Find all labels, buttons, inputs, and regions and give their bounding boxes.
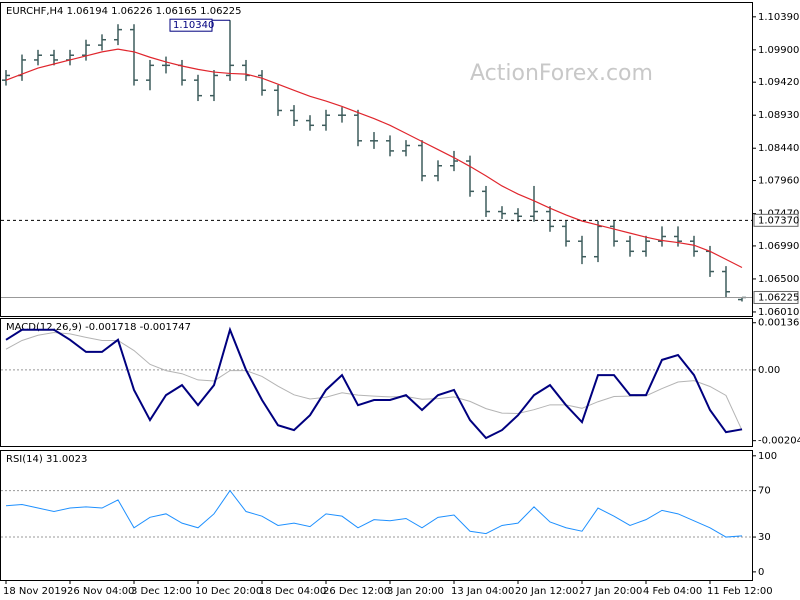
y-tick-label: 1.08440	[758, 143, 799, 154]
annotation-label: 1.10340	[173, 20, 214, 31]
y-tick-label: 0.001363	[758, 318, 800, 329]
y-tick-label: 1.09900	[758, 45, 799, 56]
x-tick-label: 18 Dec 04:00	[259, 586, 326, 597]
panel-title: RSI(14) 31.0023	[6, 454, 87, 465]
watermark: ActionForex.com	[470, 61, 653, 86]
y-tick-label: 100	[758, 451, 777, 462]
price-label: 1.07370	[758, 215, 799, 226]
x-tick-label: 3 Jan 20:00	[387, 586, 444, 597]
x-tick-label: 3 Dec 12:00	[131, 586, 192, 597]
y-tick-label: 70	[758, 486, 771, 497]
signal-line	[5, 332, 743, 431]
y-tick-label: 1.07960	[758, 176, 799, 187]
y-tick-label: 1.09420	[758, 77, 799, 88]
x-tick-label: 4 Feb 04:00	[643, 586, 702, 597]
rsi-panel	[0, 450, 753, 581]
panel-title: EURCHF,H4 1.06194 1.06226 1.06165 1.0622…	[6, 6, 242, 17]
price-label-box	[753, 213, 799, 227]
macd-line	[5, 326, 743, 440]
x-tick-label: 18 Nov 2019	[3, 586, 67, 597]
x-tick-label: 26 Dec 12:00	[323, 586, 390, 597]
y-tick-label: 1.06500	[758, 274, 799, 285]
moving-average	[5, 48, 743, 269]
y-tick-label: 1.06010	[758, 307, 799, 318]
price-label-box	[753, 290, 799, 304]
y-tick-label: 1.06990	[758, 241, 799, 252]
rsi-line	[5, 489, 743, 538]
x-tick-label: 10 Dec 20:00	[195, 586, 262, 597]
y-tick-label: 1.10390	[758, 12, 799, 23]
panel-title: MACD(12,26,9) -0.001718 -0.001747	[6, 322, 191, 333]
price-label: 1.06225	[758, 292, 799, 303]
y-tick-label: 30	[758, 532, 771, 543]
price-panel	[0, 2, 753, 317]
x-tick-label: 11 Feb 12:00	[707, 586, 773, 597]
y-tick-label: 0.00	[758, 365, 780, 376]
macd-panel	[0, 318, 753, 447]
annotation-box	[169, 18, 213, 32]
y-tick-label: -0.002046	[758, 436, 800, 447]
x-tick-label: 20 Jan 12:00	[515, 586, 578, 597]
x-tick-label: 27 Jan 20:00	[579, 586, 642, 597]
x-tick-label: 13 Jan 04:00	[451, 586, 514, 597]
y-tick-label: 0	[758, 567, 764, 578]
y-tick-label: 1.08930	[758, 110, 799, 121]
x-tick-label: 26 Nov 04:00	[67, 586, 134, 597]
